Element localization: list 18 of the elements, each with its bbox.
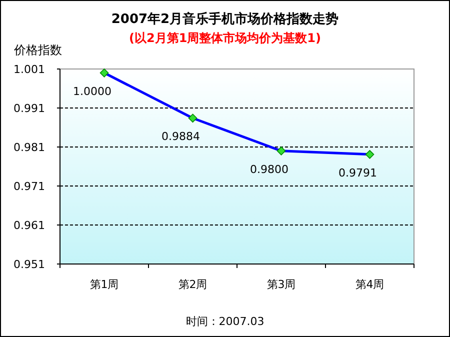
y-tick-label: 0.951 xyxy=(14,258,45,271)
text: 0.9884 xyxy=(162,130,200,144)
x-tick-label: 第3周 xyxy=(266,278,296,291)
text: 0.9791 xyxy=(338,166,377,180)
y-tick-label: 0.991 xyxy=(14,102,45,115)
text: 1.0000 xyxy=(73,84,112,98)
y-tick-label: 0.961 xyxy=(14,219,45,232)
text: 时间：2007.03 xyxy=(186,315,264,328)
y-axis-title: 价格指数 xyxy=(13,43,62,57)
x-tick-label: 第1周 xyxy=(90,278,119,291)
chart-title: 2007年2月音乐手机市场价格指数走势 xyxy=(111,11,339,27)
y-tick-label: 0.971 xyxy=(14,180,45,193)
text: 0.9800 xyxy=(250,162,288,176)
y-tick-label: 1.001 xyxy=(14,63,45,76)
y-tick-label: 0.981 xyxy=(14,141,45,154)
chart-subtitle: (以2月第1周整体市场均价为基数1) xyxy=(128,31,322,45)
x-tick-label: 第4周 xyxy=(355,278,384,291)
x-tick-label: 第2周 xyxy=(178,278,208,291)
